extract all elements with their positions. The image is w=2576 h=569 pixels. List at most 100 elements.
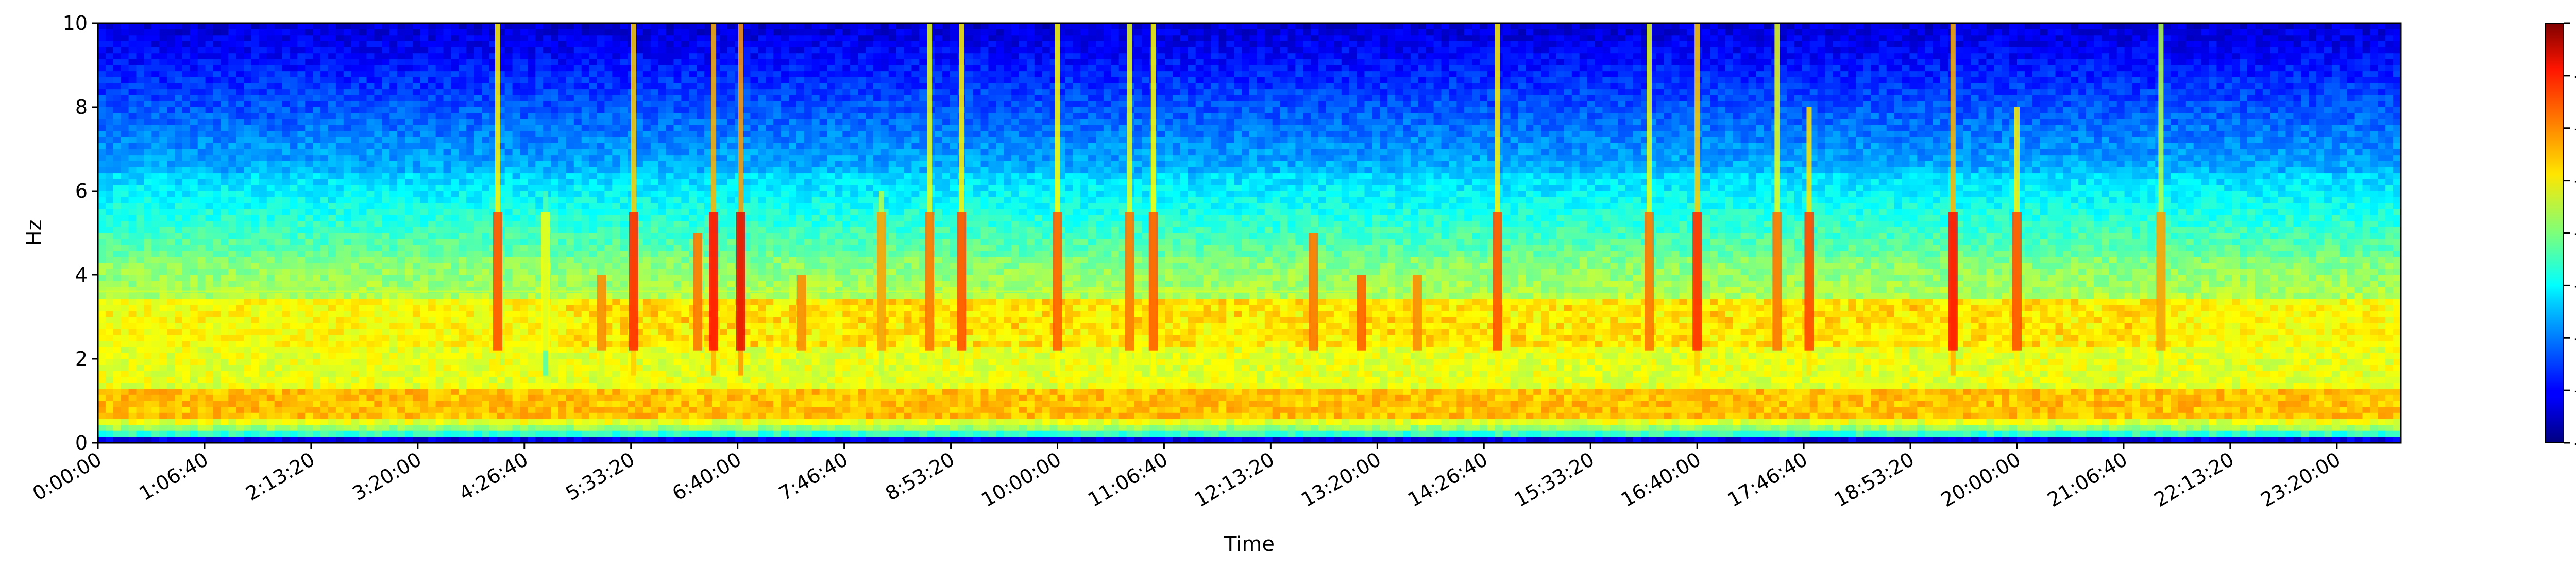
- spectrogram-cell: [1625, 23, 1634, 29]
- spectrogram-cell: [1687, 71, 1695, 77]
- spectrogram-cell: [981, 23, 989, 29]
- spectrogram-cell: [1963, 41, 1972, 47]
- spectrogram-cell: [1211, 71, 1219, 77]
- spectrogram-cell: [2163, 101, 2171, 107]
- spectrogram-cell: [2032, 47, 2041, 54]
- spectrogram-cell: [1349, 35, 1358, 41]
- spectrogram-cell: [1387, 77, 1396, 83]
- spectrogram-cell: [436, 83, 444, 89]
- spectrogram-cell: [344, 47, 352, 54]
- spectrogram-cell: [1157, 47, 1165, 54]
- spectrogram-cell: [1917, 35, 1925, 41]
- spectrogram-cell: [2125, 41, 2133, 47]
- spectrogram-cell: [482, 107, 490, 113]
- spectrogram-cell: [1580, 113, 1588, 119]
- spectrogram-cell: [382, 59, 390, 65]
- spectrogram-cell: [121, 65, 129, 72]
- spectrogram-cell: [2063, 23, 2071, 29]
- spectrogram-cell: [513, 71, 521, 77]
- spectrogram-cell: [1173, 47, 1181, 54]
- spectrogram-cell: [2040, 77, 2048, 83]
- spectrogram-cell: [1679, 95, 1687, 101]
- spectrogram-cell: [2194, 77, 2202, 83]
- spectrogram-cell: [758, 29, 766, 36]
- spectrogram-cell: [459, 53, 467, 59]
- spectrogram-cell: [2240, 47, 2248, 54]
- spectrogram-cell: [873, 119, 882, 125]
- spectrogram-cell: [2186, 107, 2194, 113]
- spectrogram-cell: [842, 53, 851, 59]
- spectrogram-cell: [781, 47, 789, 54]
- spectrogram-cell: [835, 107, 843, 113]
- spectrogram-cell: [106, 29, 114, 36]
- spectrogram-cell: [827, 41, 836, 47]
- spectrogram-cell: [1979, 83, 1987, 89]
- spectrogram-cell: [282, 59, 291, 65]
- spectrogram-cell: [2363, 53, 2371, 59]
- spectrogram-cell: [1065, 47, 1073, 54]
- spectrogram-cell: [1633, 77, 1641, 83]
- spectrogram-cell: [1365, 47, 1373, 54]
- spectrogram-cell: [2378, 113, 2386, 119]
- spectrogram-cell: [942, 53, 951, 59]
- spectrogram-cell: [651, 95, 659, 101]
- spectrogram-cell: [1265, 35, 1273, 41]
- spectrogram-cell: [850, 101, 858, 107]
- spectrogram-cell: [965, 107, 974, 113]
- spectrogram-cell: [1295, 83, 1303, 89]
- spectrogram-cell: [1956, 113, 1964, 119]
- spectrogram-cell: [1526, 71, 1534, 77]
- spectrogram-cell: [1625, 65, 1634, 72]
- spectrogram-cell: [2393, 83, 2401, 89]
- spectrogram-cell: [2109, 65, 2117, 72]
- spectrogram-cell: [2309, 53, 2317, 59]
- spectrogram-cell: [827, 35, 836, 41]
- spectrogram-cell: [1580, 59, 1588, 65]
- spectrogram-cell: [812, 77, 820, 83]
- spectrogram-cell: [589, 35, 598, 41]
- spectrogram-cell: [198, 77, 206, 83]
- spectrogram-cell: [582, 59, 590, 65]
- spectrogram-cell: [505, 101, 513, 107]
- spectrogram-cell: [689, 47, 697, 54]
- spectrogram-cell: [474, 89, 482, 95]
- spectrogram-cell: [2224, 35, 2232, 41]
- spectrogram-cell: [1487, 65, 1496, 72]
- spectrogram-cell: [827, 83, 836, 89]
- spectrogram-cell: [1979, 35, 1987, 41]
- spectrogram-cell: [1265, 77, 1273, 83]
- spectrogram-cell: [1142, 101, 1150, 107]
- spectrogram-cell: [2078, 53, 2087, 59]
- spectrogram-cell: [804, 71, 812, 77]
- spectrogram-cell: [835, 59, 843, 65]
- spectrogram-cell: [2378, 83, 2386, 89]
- spectrogram-cell: [582, 53, 590, 59]
- spectrogram-cell: [336, 59, 344, 65]
- spectrogram-cell: [1840, 101, 1849, 107]
- spectrogram-cell: [198, 71, 206, 77]
- spectrogram-cell: [2194, 89, 2202, 95]
- spectrogram-cell: [651, 59, 659, 65]
- spectrogram-cell: [1541, 59, 1549, 65]
- spectrogram-cell: [2263, 59, 2271, 65]
- spectrogram-cell: [1672, 113, 1680, 119]
- spectrogram-cell: [873, 89, 882, 95]
- spectrogram-cell: [328, 89, 336, 95]
- spectrogram-cell: [1710, 83, 1718, 89]
- spectrogram-cell: [359, 41, 367, 47]
- spectrogram-cell: [2071, 29, 2079, 36]
- spectrogram-cell: [904, 41, 912, 47]
- spectrogram-cell: [535, 41, 544, 47]
- spectrogram-cell: [474, 83, 482, 89]
- spectrogram-cell: [1909, 71, 1918, 77]
- spectrogram-cell: [604, 41, 613, 47]
- spectrogram-cell: [1295, 89, 1303, 95]
- spectrogram-cell: [1380, 119, 1388, 125]
- spectrogram-cell: [889, 107, 897, 113]
- spectrogram-cell: [2125, 71, 2133, 77]
- spectrogram-cell: [2094, 107, 2102, 113]
- spectrogram-cell: [2232, 59, 2240, 65]
- spectrogram-cell: [1395, 23, 1403, 29]
- spectrogram-cell: [1556, 101, 1565, 107]
- spectrogram-cell: [873, 101, 882, 107]
